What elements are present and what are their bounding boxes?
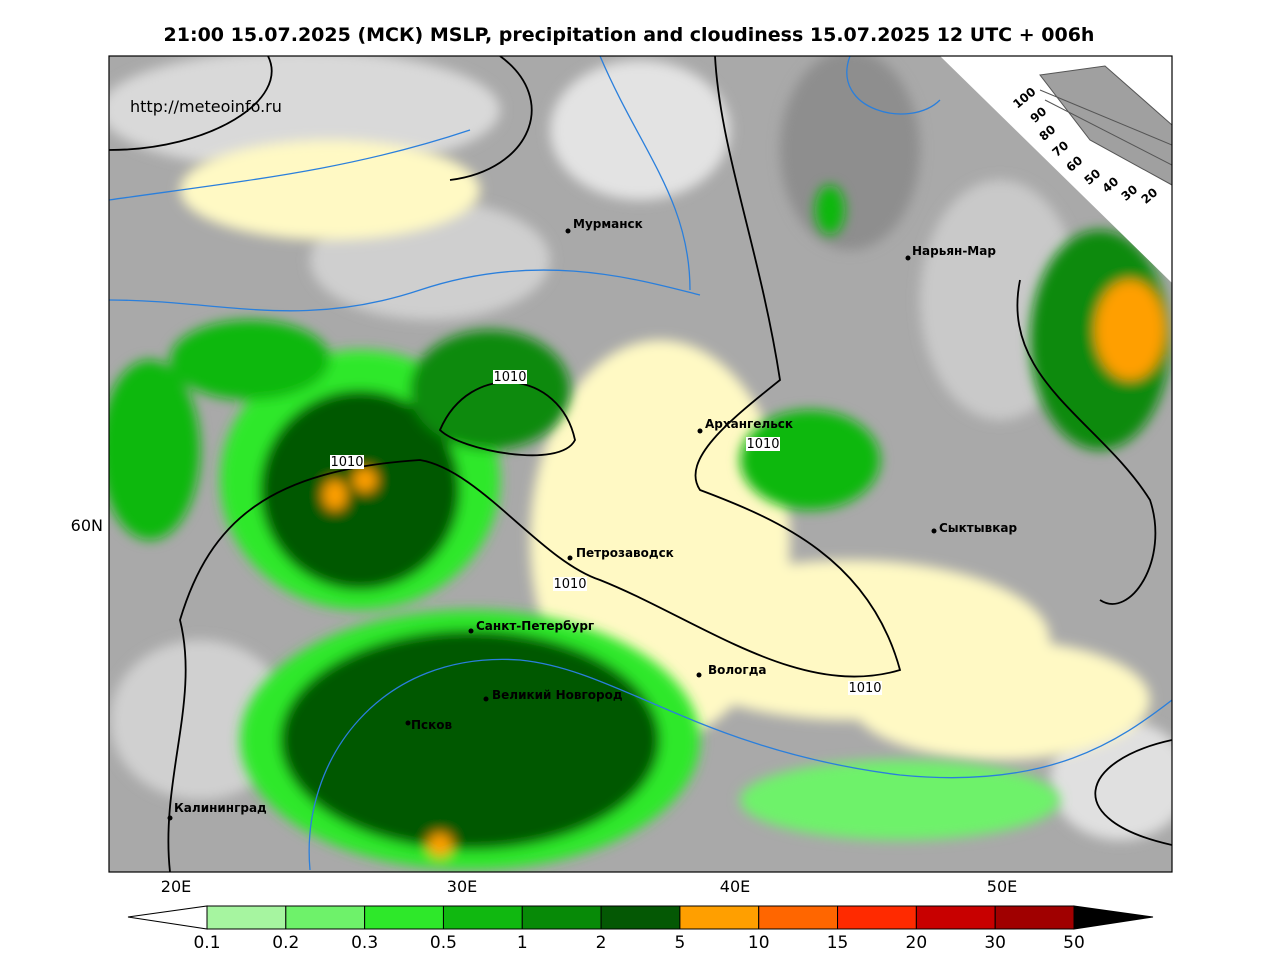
city-dot: [567, 555, 573, 561]
isobar-label: 1010: [493, 370, 526, 385]
city-label: Великий Новгород: [492, 688, 623, 702]
colorbar-label: 20: [906, 933, 928, 953]
colorbar-box: [758, 905, 839, 930]
colorbar-box: [285, 905, 366, 930]
cloud-fan: [1039, 65, 1172, 186]
colorbar-label: 0.2: [272, 933, 299, 953]
city-label: Калининград: [174, 801, 267, 815]
isobar-label-bg: [493, 370, 527, 384]
colorbar-box: [994, 905, 1075, 930]
city-label: Санкт-Петербург: [476, 619, 594, 633]
city-dot: [167, 815, 173, 821]
colorbar-box: [206, 905, 287, 930]
city-label: Псков: [411, 718, 453, 732]
city-dot: [468, 628, 474, 634]
city-dot: [931, 528, 937, 534]
colorbar-label: 10: [748, 933, 770, 953]
colorbar-label: 0.3: [351, 933, 378, 953]
isobar-label: 1010: [553, 577, 586, 592]
city-dot: [483, 696, 489, 702]
colorbar-box: [600, 905, 681, 930]
isobar-label-bg: [746, 437, 780, 451]
city-dot: [905, 255, 911, 261]
map-frame: [108, 55, 1173, 873]
city-label: Вологда: [708, 663, 766, 677]
colorbar-label: 0.5: [430, 933, 457, 953]
colorbar-label: 0.1: [193, 933, 220, 953]
colorbar-high-arrow: [1073, 905, 1154, 930]
isobar-label-bg: [848, 681, 882, 695]
source-url: http://meteoinfo.ru: [130, 97, 282, 116]
labels: Мурманск Нарьян-Мар Архангельск Сыктывкар Пе…: [71, 85, 1161, 953]
colorbar-label: 5: [674, 933, 685, 953]
colorbar-label: 30: [984, 933, 1006, 953]
lon-label: 30E: [447, 877, 477, 896]
isotherms: [109, 56, 1172, 871]
city-label: Нарьян-Мар: [912, 244, 996, 258]
colorbar-box: [521, 905, 602, 930]
city-dot: [405, 720, 411, 726]
city-dot: [696, 672, 702, 678]
isobars: [109, 56, 1172, 872]
lon-label: 20E: [161, 877, 191, 896]
colorbar-box: [837, 905, 917, 930]
city-label: Мурманск: [573, 217, 643, 231]
lon-label: 50E: [987, 877, 1017, 896]
map-title: 21:00 15.07.2025 (МСК) MSLP, precipitati…: [164, 24, 1095, 46]
colorbar-box: [364, 905, 444, 930]
isobar-label: 1010: [330, 455, 363, 470]
colorbar-box: [915, 905, 996, 930]
colorbar-box: [442, 905, 523, 930]
city-dot: [565, 228, 571, 234]
city-label: Архангельск: [705, 417, 793, 431]
colorbar-label: 15: [827, 933, 849, 953]
colorbar-label: 50: [1063, 933, 1085, 953]
colorbar-label: 2: [596, 933, 607, 953]
city-dot: [697, 428, 703, 434]
lon-label: 40E: [720, 877, 750, 896]
colorbar-low-arrow: [127, 905, 208, 930]
isobar-label: 1010: [848, 681, 881, 696]
isobar-label: 1010: [746, 437, 779, 452]
city-label: Петрозаводск: [576, 546, 674, 560]
lat-label: 60N: [71, 516, 103, 535]
colorbar-box: [679, 905, 760, 930]
colorbar-label: 1: [517, 933, 528, 953]
isobar-label-bg: [330, 455, 364, 469]
map-field: [109, 56, 1172, 872]
city-label: Сыктывкар: [939, 521, 1017, 535]
isobar-label-bg: [553, 577, 587, 591]
